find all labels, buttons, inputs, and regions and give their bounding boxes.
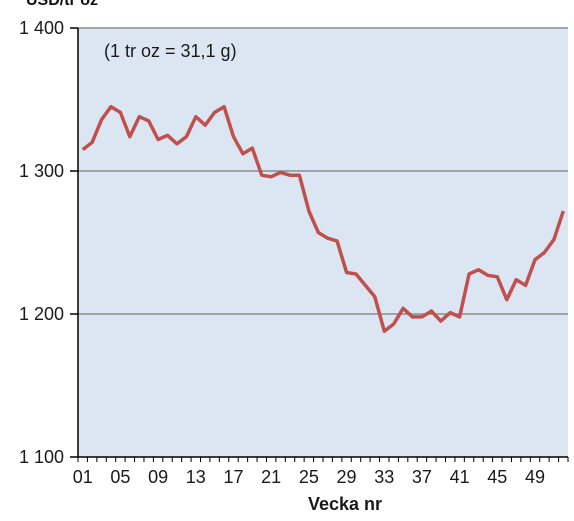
x-tick-label: 33 — [374, 467, 394, 487]
gridlines — [70, 27, 568, 458]
y-tick-label: 1 300 — [19, 161, 64, 181]
series-line — [81, 104, 565, 333]
x-tick-label: 49 — [525, 467, 545, 487]
x-axis-title: Vecka nr — [308, 494, 382, 514]
x-tick-label: 01 — [73, 467, 93, 487]
x-tick-label: 37 — [412, 467, 432, 487]
x-tick-label: 45 — [487, 467, 507, 487]
x-tick-marks — [77, 457, 569, 462]
x-tick-label: 17 — [223, 467, 243, 487]
x-tick-label: 25 — [299, 467, 319, 487]
x-tick-labels: 01 05 09 13 17 21 25 29 33 37 41 45 49 — [73, 467, 545, 487]
axes — [77, 28, 568, 458]
x-tick-label: 05 — [110, 467, 130, 487]
plot-area — [78, 28, 568, 457]
y-tick-label: 1 200 — [19, 304, 64, 324]
header-text: USD/tr oz — [26, 0, 98, 9]
x-tick-label: 21 — [261, 467, 281, 487]
x-tick-label: 41 — [450, 467, 470, 487]
x-tick-label: 09 — [148, 467, 168, 487]
y-tick-label: 1 100 — [19, 447, 64, 467]
x-tick-label: 13 — [186, 467, 206, 487]
x-tick-label: 29 — [337, 467, 357, 487]
y-tick-label: 1 400 — [19, 18, 64, 38]
unit-annotation: (1 tr oz = 31,1 g) — [104, 41, 237, 61]
y-tick-labels: 1 100 1 200 1 300 1 400 — [19, 18, 64, 467]
